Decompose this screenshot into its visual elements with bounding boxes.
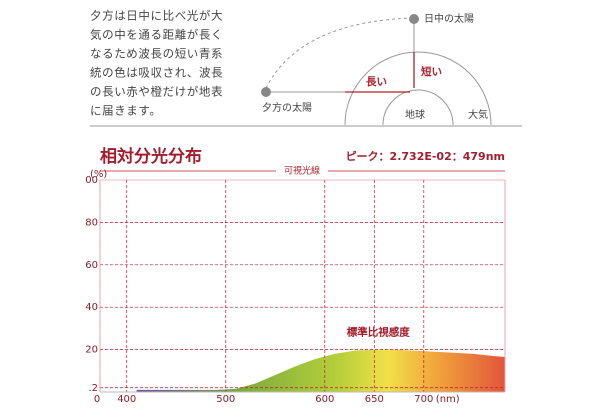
y-tick-label: 20 — [85, 345, 98, 356]
x-tick-label: 650 — [365, 394, 384, 405]
sun — [409, 14, 419, 24]
y-tick-label: 80 — [85, 217, 98, 228]
text-line: 夕方は日中に比べ光が大 — [90, 9, 223, 23]
sun — [261, 87, 271, 97]
label: 大気 — [468, 108, 488, 121]
description: 夕方は日中に比べ光が大 気の中を通る距離が長く なるため波長の短い青系 統の色は… — [90, 9, 223, 118]
text-line: 気の中を通る距離が長く — [90, 28, 223, 42]
chart-title: 相対分光分布 — [100, 146, 202, 167]
x-tick-label: 700 — [414, 394, 433, 405]
peak-label: ピーク：2.732E-02：479nm — [346, 150, 505, 163]
plot: 00 80 60 40 20 .2 400 500 600 650 700 (nm) 標準比視感度 — [85, 175, 506, 405]
band-bg — [276, 165, 328, 177]
y-unit: (%) — [90, 169, 107, 180]
x-tick-label: 500 — [216, 394, 235, 405]
spectrum-area — [136, 349, 506, 392]
band-label: 可視光線 — [284, 165, 320, 177]
x-tick-label: 400 — [117, 394, 136, 405]
y-tick-label: 60 — [85, 260, 98, 271]
diagram: 日中の太陽 夕方の太陽 長い 短い 地球 大気 — [261, 12, 492, 126]
x-unit: (nm) — [436, 394, 460, 405]
y-tick-label: 00 — [85, 175, 98, 186]
x-tick-label: 600 — [315, 394, 334, 405]
text-line: に届きます。 — [90, 104, 161, 118]
origin-label: 0 — [94, 394, 100, 405]
label: 地球 — [405, 108, 425, 121]
sun-path — [265, 17, 413, 89]
label: 短い — [421, 65, 442, 78]
earth-arc — [382, 89, 454, 126]
label: 日中の太陽 — [424, 12, 474, 25]
curve-label: 標準比視感度 — [347, 326, 410, 339]
text-line: なるため波長の短い青系 — [90, 47, 223, 61]
text-line: 統の色は吸収され、波長 — [90, 66, 223, 80]
y-tick-label: .2 — [88, 383, 98, 394]
y-tick-label: 40 — [85, 302, 98, 313]
label: 長い — [366, 76, 387, 88]
text-line: の長い赤や橙だけが地表 — [90, 85, 223, 99]
label: 夕方の太陽 — [262, 101, 312, 114]
